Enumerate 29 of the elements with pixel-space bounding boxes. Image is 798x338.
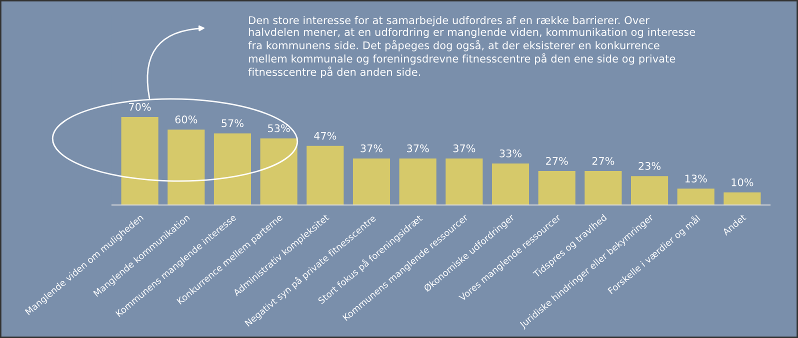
bar	[724, 192, 761, 205]
bar	[352, 158, 390, 205]
data-label: 23%	[638, 162, 661, 170]
bar	[121, 117, 158, 205]
bar	[492, 164, 530, 205]
bar	[399, 158, 436, 205]
text: Den store interesse for at samarbejde udfordres af en række barrierer. Over halvdelen mener, at en udfordring er manglende viden, kommunikation og interesse fra kommunens side. Det påpeges dog også, at der eksisterer en konkurrence mellem kommunale og foreningsdrevne fitnesscentre på den ene side og private fitnesscentre på den anden side.	[248, 16, 696, 78]
bar	[260, 138, 298, 205]
data-label: 47%	[314, 132, 336, 140]
bar	[584, 171, 622, 205]
bar	[677, 188, 714, 205]
data-label: 33%	[500, 149, 522, 158]
data-label: 70%	[129, 102, 151, 111]
bar	[306, 146, 344, 205]
bar	[446, 158, 483, 205]
data-label: 53%	[268, 124, 290, 132]
data-label: 60%	[175, 116, 198, 124]
data-label: 13%	[685, 174, 707, 182]
data-label: 37%	[360, 144, 382, 152]
data-label: 57%	[222, 119, 244, 128]
data-label: 27%	[592, 156, 614, 165]
data-label: 37%	[453, 144, 476, 152]
bar	[538, 171, 576, 205]
data-label: 37%	[407, 144, 429, 152]
bar	[168, 130, 205, 205]
data-label: 10%	[732, 178, 754, 186]
bar	[630, 176, 668, 205]
data-label: 27%	[546, 156, 568, 165]
bar	[214, 133, 252, 205]
